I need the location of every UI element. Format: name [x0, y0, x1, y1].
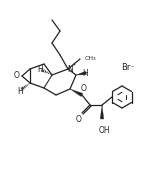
Polygon shape [76, 71, 86, 75]
Text: H: H [37, 65, 43, 75]
Text: H: H [82, 68, 88, 78]
Text: O: O [81, 84, 87, 93]
Text: +: + [72, 62, 76, 67]
Text: N: N [67, 64, 73, 73]
Text: O: O [76, 115, 82, 124]
Text: Br⁻: Br⁻ [121, 62, 135, 72]
Text: OH: OH [98, 126, 110, 135]
Text: O: O [14, 72, 20, 81]
Text: CH₃: CH₃ [85, 56, 97, 61]
Text: H: H [17, 87, 23, 96]
Polygon shape [70, 89, 83, 97]
Polygon shape [100, 105, 104, 119]
